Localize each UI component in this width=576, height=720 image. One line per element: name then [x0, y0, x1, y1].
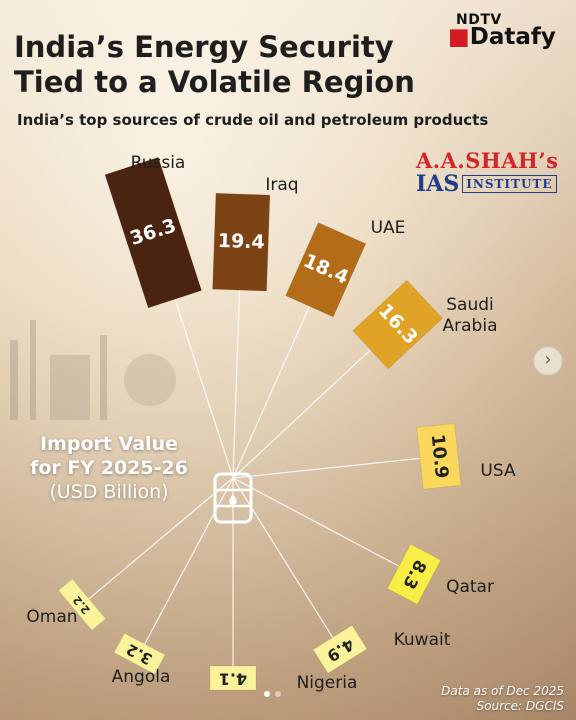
bar-rect: [285, 221, 367, 318]
bar-rect: [312, 624, 368, 675]
spoke-line: [232, 457, 421, 479]
carousel-dots: [264, 691, 281, 697]
bar-kuwait: 4.9: [312, 624, 368, 675]
refinery-silhouette: [10, 320, 176, 420]
category-label: Angola: [112, 667, 171, 687]
category-label: UAE: [371, 218, 406, 238]
carousel-dot[interactable]: [275, 691, 281, 697]
bar-rect: [113, 632, 166, 675]
bar-rect: [386, 543, 442, 605]
spoke-line: [232, 477, 400, 567]
bar-saudi-arabia: 16.3: [352, 279, 444, 370]
brand-logo: NDTV ■Datafy: [448, 12, 556, 50]
bar-uae: 18.4: [285, 221, 367, 318]
category-label: Kuwait: [394, 630, 451, 650]
spoke-line: [232, 290, 241, 479]
bars: 36.3 19.418.416.310.98.34.94.13.22.2: [57, 156, 462, 691]
page-title: India’s Energy Security Tied to a Volati…: [14, 30, 415, 99]
spoke-line: [88, 477, 234, 600]
center-label: Import Value for FY 2025-26 (USD Billion…: [30, 433, 188, 503]
value-label: 4.1: [219, 670, 247, 689]
bar-rect: [104, 156, 203, 309]
bar-russia: 36.3: [104, 156, 203, 309]
bar-rect: [209, 665, 257, 691]
bar-rect: [352, 279, 444, 370]
bar-rect: [416, 422, 462, 490]
value-label: 19.4: [217, 230, 265, 254]
bar-oman: 2.2: [57, 578, 107, 632]
chevron-right-icon[interactable]: ›: [533, 346, 563, 376]
bar-nigeria: 4.1: [209, 665, 257, 691]
category-label: Qatar: [446, 577, 494, 597]
institute-badge: A.A.SHAH’s IAS INSTITUTE: [416, 148, 559, 197]
bar-rect: [57, 578, 107, 632]
category-label: Oman: [26, 607, 77, 627]
spoke-line: [174, 299, 234, 479]
category-label: Iraq: [265, 175, 298, 195]
spoke-line: [232, 349, 371, 479]
value-label: 10.9: [427, 433, 453, 479]
subtitle: India’s top sources of crude oil and pet…: [17, 111, 489, 129]
bar-usa: 10.9: [416, 422, 462, 490]
category-label: USA: [480, 461, 516, 481]
bar-qatar: 8.3: [386, 543, 442, 605]
spoke-line: [232, 477, 334, 638]
category-label: Nigeria: [297, 673, 358, 693]
category-labels: Russia Iraq UAE Saudi Arabia USA Qatar Kuwait Ni…: [26, 153, 516, 693]
footnote: Data as of Dec 2025 Source: DGCIS: [441, 684, 564, 713]
spoke-line: [232, 306, 311, 479]
carousel-dot[interactable]: [264, 691, 270, 697]
category-label: Saudi Arabia: [443, 295, 498, 336]
bar-iraq: 19.4: [212, 192, 271, 292]
oil-barrel-icon: [213, 472, 253, 524]
bar-rect: [212, 192, 271, 292]
category-label: Russia: [131, 153, 186, 173]
